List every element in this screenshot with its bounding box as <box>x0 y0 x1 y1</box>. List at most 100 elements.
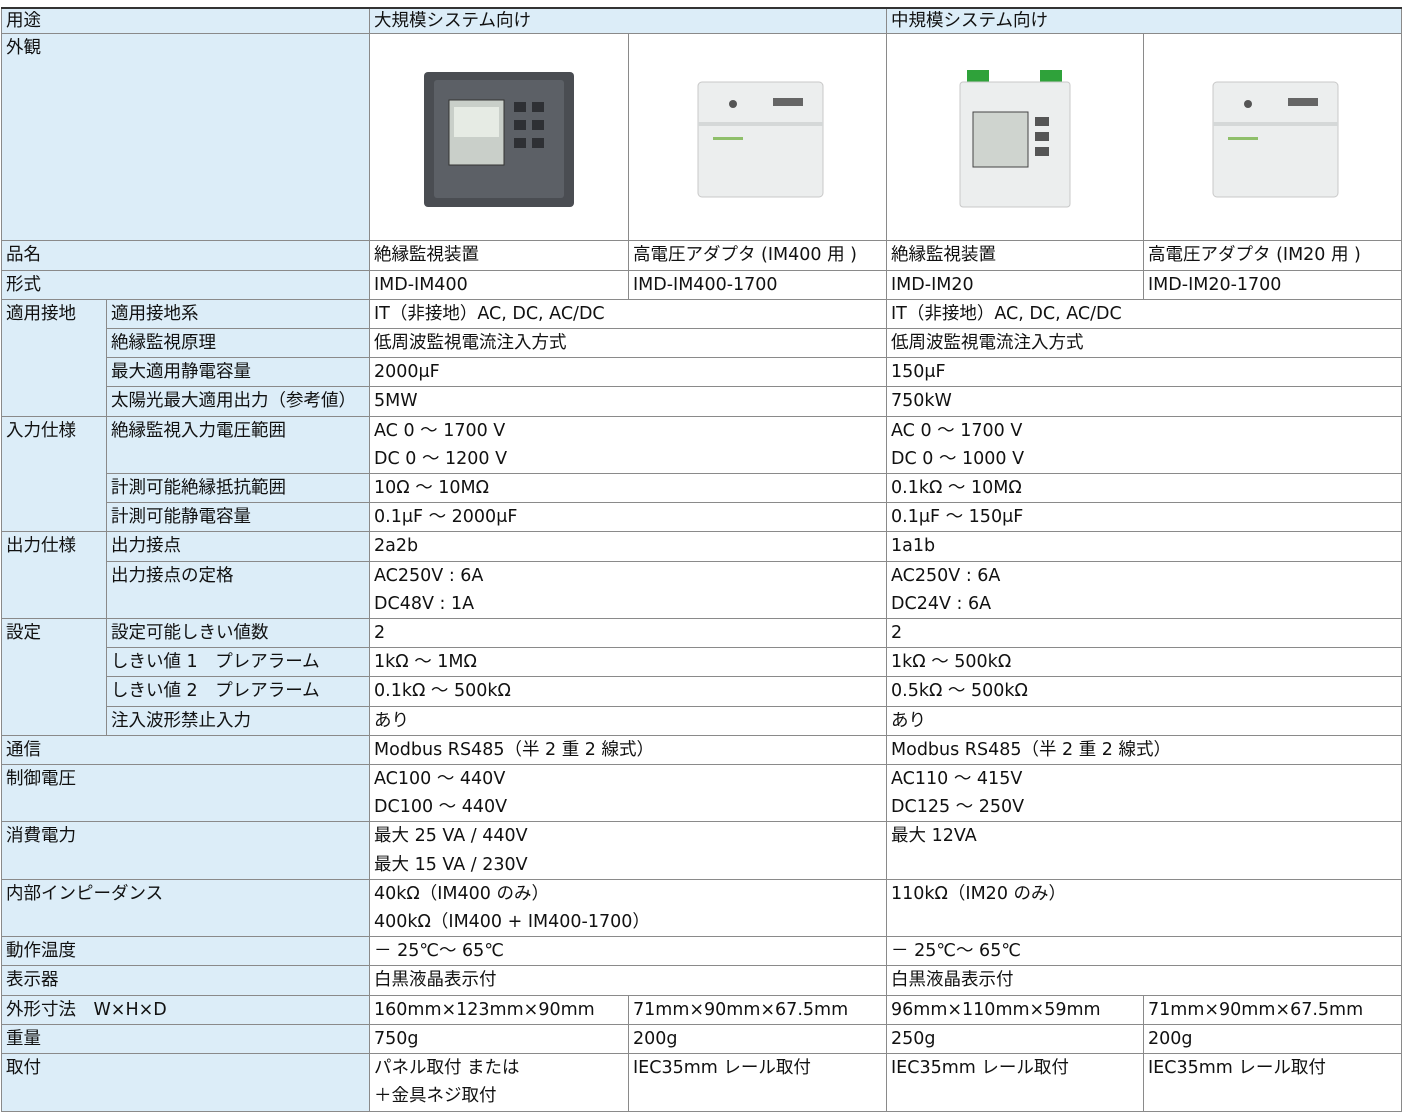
spec-row: しきい値 1 プレアラーム 1kΩ ～ 1MΩ 1kΩ ～ 500kΩ <box>2 647 1403 678</box>
page: {"table": { "header": ["用途", "大規模システム向け"… <box>1 7 1403 1112</box>
value-cell: 0.1μF ～ 150μF <box>886 502 1403 533</box>
value-cell: 白黒液晶表示付 <box>368 965 888 996</box>
spec-row: 出力接点の定格 AC250V : 6A DC48V : 1A AC250V : 6A… <box>2 560 1403 620</box>
spec-row: 外形寸法 W×H×D 160mm×123mm×90mm 71mm×90mm×67.5… <box>1 994 1403 1025</box>
value-cell: 0.1kΩ ～ 10MΩ <box>886 473 1403 504</box>
row-label: 品名 <box>1 240 370 271</box>
value-cell: 40kΩ（IM400 のみ） 400kΩ（IM400 + IM400-1700） <box>368 878 888 938</box>
row-label: 通信 <box>1 734 370 766</box>
value-cell: IT（非接地）AC, DC, AC/DC <box>368 298 888 330</box>
value-cell: AC250V : 6A DC24V : 6A <box>886 560 1403 620</box>
value-cell: 高電圧アダプタ (IM20 用 ) <box>1143 240 1403 271</box>
row-label: 設定可能しきい値数 <box>106 618 370 649</box>
value-cell: 2000μF <box>368 357 888 388</box>
row-label: 計測可能静電容量 <box>106 502 370 533</box>
device-im20 <box>959 70 1071 208</box>
row-label: 重量 <box>1 1023 370 1055</box>
row-label: 注入波形禁止入力 <box>106 705 370 736</box>
row-label: 外形寸法 W×H×D <box>1 994 370 1025</box>
value-cell: 低周波監視電流注入方式 <box>886 328 1403 359</box>
value-cell: パネル取付 または ＋金具ネジ取付 <box>369 1053 629 1112</box>
value-cell: 1kΩ ～ 500kΩ <box>886 647 1403 678</box>
group-label: 設定 <box>1 618 107 736</box>
value-cell: 200g <box>627 1023 888 1055</box>
value-cell: AC 0 ～ 1700 V DC 0 ～ 1000 V <box>886 415 1403 475</box>
value-cell: 最大 25 VA / 440V 最大 15 VA / 230V <box>368 821 888 880</box>
spec-row: 入力仕様 絶縁監視入力電圧範囲 AC 0 ～ 1700 V DC 0 ～ 1200 … <box>1 415 1403 533</box>
value-cell: 750g <box>369 1023 629 1055</box>
spec-row: 設定 設定可能しきい値数 2 2 <box>1 618 1403 736</box>
value-cell: 0.5kΩ ～ 500kΩ <box>886 676 1403 707</box>
value-cell: AC100 ～ 440V DC100 ～ 440V <box>368 764 888 823</box>
spec-row: 重量 750g 200g 250g 200g <box>1 1023 1403 1055</box>
spec-row: 制御電圧 AC100 ～ 440V DC100 ～ 440V AC110 ～ 415… <box>1 764 1403 823</box>
row-label: 出力接点の定格 <box>106 560 370 620</box>
product-image <box>369 32 629 242</box>
value-cell: 1a1b <box>886 531 1403 562</box>
spec-row: 適用接地 適用接地系 IT（非接地）AC, DC, AC/DC IT（非接地）AC, … <box>1 298 1403 417</box>
value-cell: AC250V : 6A DC48V : 1A <box>368 560 888 620</box>
value-cell: 低周波監視電流注入方式 <box>368 328 888 359</box>
row-label: 取付 <box>1 1053 370 1112</box>
device-adapter <box>697 81 823 198</box>
spec-table: 用途 大規模システム向け 中規模システム向け 外観 <box>1 7 1403 1112</box>
value-cell: 2 <box>368 618 888 649</box>
spec-row: 通信 Modbus RS485（半 2 重 2 線式） Modbus RS485（半… <box>1 734 1403 766</box>
row-label: 太陽光最大適用出力（参考値） <box>106 386 370 417</box>
product-image <box>1143 32 1403 242</box>
spec-row: 動作温度－ 25℃～ 65℃ － 25℃～ 65℃ <box>1 936 1403 967</box>
header-cell: 中規模システム向け <box>886 7 1403 34</box>
appearance-row: 外観 <box>1 32 1403 242</box>
value-cell: IMD-IM400 <box>369 269 629 300</box>
value-cell: 0.1μF ～ 2000μF <box>368 502 888 533</box>
device-adapter <box>1212 81 1339 198</box>
value-cell: 2a2b <box>368 531 888 562</box>
value-cell: 71mm×90mm×67.5mm <box>627 994 888 1025</box>
value-cell: AC110 ～ 415V DC125 ～ 250V <box>886 764 1403 823</box>
value-cell: 150μF <box>886 357 1403 388</box>
spec-row: 内部インピーダンス 40kΩ（IM400 のみ） 400kΩ（IM400 + IM… <box>1 878 1403 938</box>
row-label: 動作温度 <box>1 936 370 967</box>
value-cell: 絶縁監視装置 <box>369 240 629 271</box>
row-label: 最大適用静電容量 <box>106 357 370 388</box>
value-cell: IEC35mm レール取付 <box>627 1053 888 1112</box>
value-cell: 160mm×123mm×90mm <box>369 994 629 1025</box>
value-cell: IMD-IM20 <box>886 269 1145 300</box>
value-cell: IEC35mm レール取付 <box>1143 1053 1403 1112</box>
value-cell: AC 0 ～ 1700 V DC 0 ～ 1200 V <box>368 415 888 475</box>
value-cell: あり <box>368 705 888 736</box>
group-label: 入力仕様 <box>1 415 107 533</box>
value-cell: 5MW <box>368 386 888 417</box>
row-label: しきい値 1 プレアラーム <box>106 647 370 678</box>
value-cell: 白黒液晶表示付 <box>886 965 1403 996</box>
value-cell: 96mm×110mm×59mm <box>886 994 1145 1025</box>
row-label: 計測可能絶縁抵抗範囲 <box>106 473 370 504</box>
value-cell: Modbus RS485（半 2 重 2 線式） <box>368 734 888 766</box>
row-label: 消費電力 <box>1 821 370 880</box>
header-cell: 用途 <box>1 7 370 34</box>
value-cell: 最大 12VA <box>886 821 1403 880</box>
spec-row: 絶縁監視原理 低周波監視電流注入方式 低周波監視電流注入方式 <box>2 328 1403 359</box>
spec-row: 取付 パネル取付 または ＋金具ネジ取付 IEC35mm レール取付 IEC35mm … <box>1 1053 1403 1112</box>
value-cell: 110kΩ（IM20 のみ） <box>886 878 1403 938</box>
group-label: 適用接地 <box>1 298 107 417</box>
row-label: しきい値 2 プレアラーム <box>106 676 370 707</box>
spec-row: 出力仕様 出力接点 2a2b 1a1b <box>1 531 1403 620</box>
spec-row: 注入波形禁止入力 あり あり <box>2 705 1403 736</box>
spec-row: 消費電力 最大 25 VA / 440V 最大 15 VA / 230V 最大 12… <box>1 821 1403 880</box>
value-cell: IMD-IM400-1700 <box>627 269 888 300</box>
row-label: 制御電圧 <box>1 764 370 823</box>
spec-row: 計測可能静電容量 0.1μF ～ 2000μF 0.1μF ～ 150μF <box>2 502 1403 533</box>
header-row: 用途 大規模システム向け 中規模システム向け <box>1 7 1403 34</box>
value-cell: 10Ω ～ 10MΩ <box>368 473 888 504</box>
row-label: 適用接地系 <box>106 298 370 330</box>
product-image <box>627 32 888 242</box>
row-label: 形式 <box>1 269 370 300</box>
row-label: 絶縁監視入力電圧範囲 <box>106 415 370 475</box>
spec-row: 太陽光最大適用出力（参考値） 5MW 750kW <box>2 386 1403 417</box>
value-cell: 750kW <box>886 386 1403 417</box>
value-cell: － 25℃～ 65℃ <box>368 936 888 967</box>
device-im400 <box>424 72 574 208</box>
spec-row: 品名 絶縁監視装置 高電圧アダプタ (IM400 用 ) 絶縁監視装置 高電圧アダプタ … <box>1 240 1403 271</box>
spec-row: 最大適用静電容量 2000μF 150μF <box>2 357 1403 388</box>
